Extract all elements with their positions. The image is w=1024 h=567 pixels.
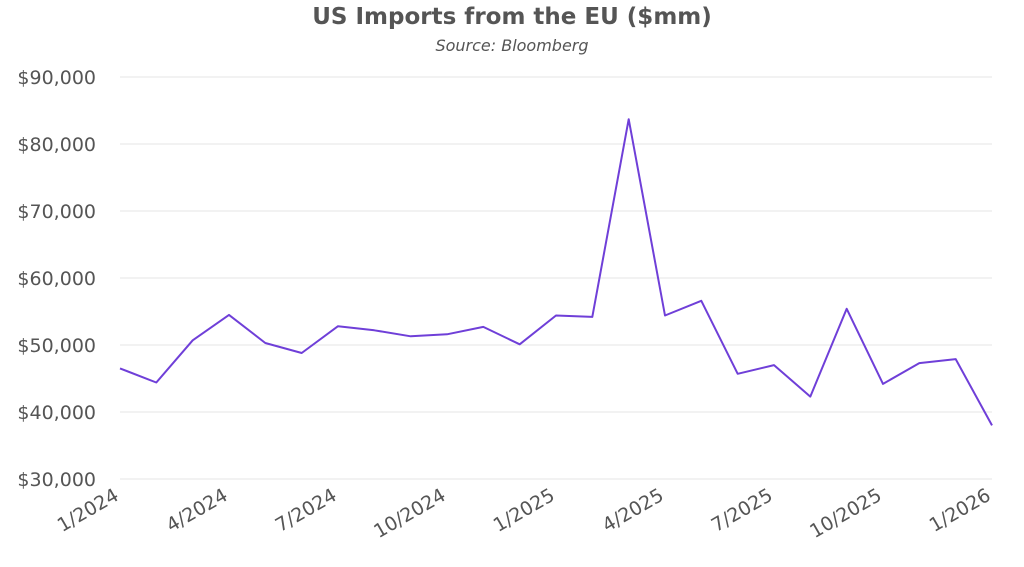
data-point bbox=[808, 394, 813, 399]
data-point bbox=[917, 361, 922, 366]
data-point bbox=[190, 338, 195, 343]
x-tick-label: 1/2024 bbox=[54, 484, 123, 536]
y-tick-label: $80,000 bbox=[17, 134, 96, 156]
data-point bbox=[844, 306, 849, 311]
x-tick-label: 1/2026 bbox=[926, 484, 995, 536]
y-tick-label: $40,000 bbox=[17, 402, 96, 424]
data-point bbox=[554, 313, 559, 318]
x-tick-label: 1/2025 bbox=[490, 484, 559, 536]
y-tick-label: $50,000 bbox=[17, 335, 96, 357]
x-tick-label: 7/2024 bbox=[272, 484, 341, 536]
data-point bbox=[626, 117, 631, 122]
data-point bbox=[735, 371, 740, 376]
data-point bbox=[990, 423, 995, 428]
data-point bbox=[953, 357, 958, 362]
x-tick-label: 10/2025 bbox=[806, 484, 885, 543]
data-point bbox=[699, 298, 704, 303]
chart-title: US Imports from the EU ($mm) bbox=[312, 4, 712, 30]
y-tick-label: $90,000 bbox=[17, 67, 96, 89]
y-tick-label: $70,000 bbox=[17, 201, 96, 223]
data-point bbox=[299, 351, 304, 356]
x-tick-label: 10/2024 bbox=[370, 484, 449, 543]
x-tick-label: 4/2024 bbox=[163, 484, 232, 536]
data-point bbox=[445, 332, 450, 337]
y-tick-label: $60,000 bbox=[17, 268, 96, 290]
x-tick-label: 7/2025 bbox=[708, 484, 777, 536]
data-point bbox=[227, 312, 232, 317]
series-line bbox=[119, 118, 993, 426]
data-point bbox=[372, 328, 377, 333]
data-point bbox=[663, 313, 668, 318]
x-tick-label: 4/2025 bbox=[599, 484, 668, 536]
data-point bbox=[517, 342, 522, 347]
data-point bbox=[408, 334, 413, 339]
data-point bbox=[336, 324, 341, 329]
data-point bbox=[154, 380, 159, 385]
data-point bbox=[772, 363, 777, 368]
data-point bbox=[118, 366, 123, 371]
y-tick-label: $30,000 bbox=[17, 469, 96, 491]
data-point bbox=[481, 324, 486, 329]
chart-subtitle: Source: Bloomberg bbox=[435, 36, 589, 55]
data-point bbox=[263, 340, 268, 345]
data-point bbox=[590, 314, 595, 319]
data-point bbox=[881, 381, 886, 386]
